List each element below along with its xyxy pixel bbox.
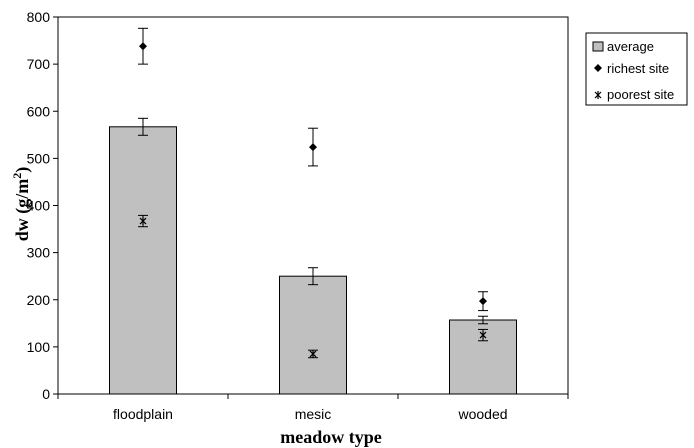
legend: average richest site poorest site	[585, 32, 688, 106]
plot-area: 0 100 200 300 400 500 600 700 800 floodplain mesic…	[27, 9, 569, 422]
x-axis-title: meadow type	[280, 427, 382, 447]
y-tick-label: 0	[42, 386, 50, 402]
x-tick-label: floodplain	[113, 406, 173, 422]
legend-marker-richest-site	[594, 64, 602, 72]
legend-marker-poorest-site	[594, 91, 602, 99]
y-tick-label: 300	[27, 245, 51, 261]
point-poorest-site	[309, 349, 317, 358]
y-tick-label: 600	[27, 103, 51, 119]
legend-label-average: average	[607, 39, 654, 54]
point-richest-site	[479, 297, 487, 306]
y-tick-label: 700	[27, 56, 51, 72]
y-tick-label: 800	[27, 9, 51, 25]
legend-label-poorest-site: poorest site	[607, 87, 674, 102]
point-richest-site	[309, 143, 317, 152]
legend-label-richest-site: richest site	[607, 61, 669, 76]
y-tick-label: 400	[27, 198, 51, 214]
point-poorest-site	[479, 331, 487, 340]
y-tick-label: 200	[27, 292, 51, 308]
y-tick-label: 500	[27, 150, 51, 166]
x-tick-label: mesic	[295, 406, 332, 422]
point-poorest-site	[139, 217, 147, 226]
bar-average	[109, 126, 177, 395]
y-tick-label: 100	[27, 339, 51, 355]
y-axis-title: dw (g/m2)	[10, 167, 33, 242]
legend-swatch-average	[592, 41, 604, 52]
point-richest-site	[139, 42, 147, 51]
x-tick-label: wooded	[457, 406, 507, 422]
bar-average	[279, 275, 347, 395]
